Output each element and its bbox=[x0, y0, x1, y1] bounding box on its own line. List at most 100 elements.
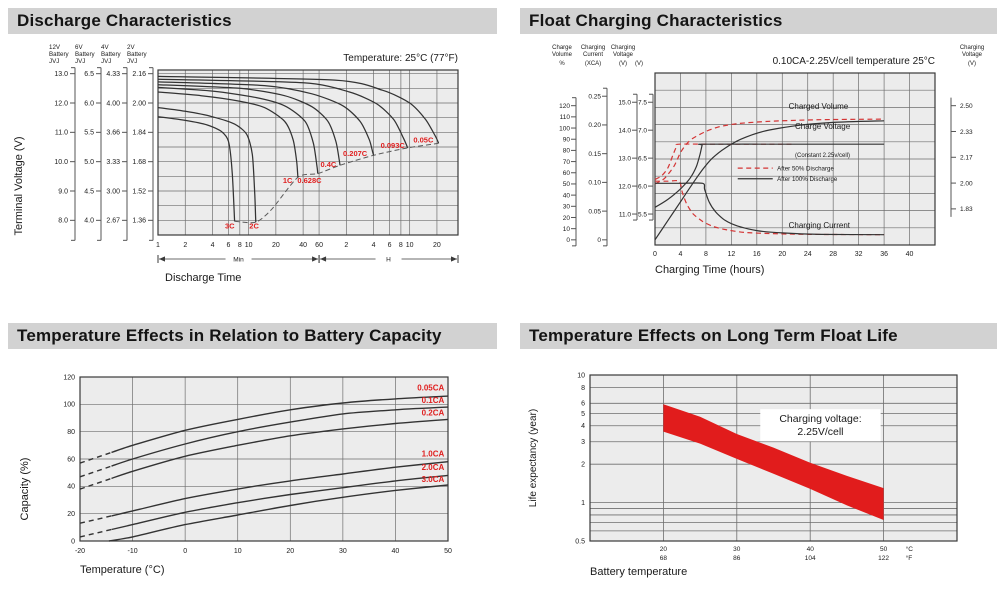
charging-voltage-annotation-line2: 2.25V/cell bbox=[797, 426, 843, 438]
x-tick-label: 20 bbox=[286, 548, 294, 555]
legend-label-50: After 50% Discharge bbox=[777, 165, 834, 172]
curve-label: (Constant 2.25v/cell) bbox=[795, 153, 850, 159]
y-tick-label: 90 bbox=[563, 137, 571, 144]
y-tick-label: 11.0 bbox=[619, 211, 632, 218]
curve-label-0.2CA: 0.2CA bbox=[422, 408, 445, 417]
y-tick-label: 0 bbox=[71, 538, 75, 545]
curve-2.0CA bbox=[111, 474, 449, 531]
x-tick-label: 40 bbox=[299, 242, 307, 249]
curve-label-0.207C: 0.207C bbox=[343, 149, 368, 158]
x-tick-label: 36 bbox=[880, 251, 888, 258]
curve-dashed-0.05CA bbox=[79, 451, 112, 464]
curve-label-1C: 1C bbox=[283, 176, 293, 185]
y-col-header: Voltage bbox=[613, 52, 634, 58]
curve-label-2.0CA: 2.0CA bbox=[422, 463, 445, 472]
curve-3C bbox=[157, 116, 236, 222]
y-tick-label: 1.84 bbox=[132, 130, 146, 137]
y-tick-label: 12.0 bbox=[618, 183, 631, 190]
section-title-temp-capacity: Temperature Effects in Relation to Batte… bbox=[8, 323, 497, 349]
x-tick-label: 8 bbox=[704, 251, 708, 258]
y-tick-label: 60 bbox=[563, 170, 571, 177]
x-tick-label: 30 bbox=[339, 548, 347, 555]
x-tick-label: 1 bbox=[156, 242, 160, 249]
x-tick-label: 32 bbox=[855, 251, 863, 258]
curve-0.093C bbox=[157, 78, 409, 149]
y-tick-label: 0.20 bbox=[588, 122, 601, 129]
y-tick-label: 7.5 bbox=[638, 100, 647, 107]
section-title-discharge: Discharge Characteristics bbox=[8, 8, 497, 34]
unit-label-celsius: °C bbox=[906, 545, 914, 553]
y-col-header: Battery bbox=[101, 51, 122, 58]
x-tick-label: 20 bbox=[433, 242, 441, 249]
x-tick-label: 50 bbox=[444, 548, 452, 555]
curve-label: Charge Voltage bbox=[795, 122, 851, 131]
x-tick-label: 10 bbox=[406, 242, 414, 249]
y-tick-label: 30 bbox=[563, 204, 571, 211]
annotation-box bbox=[760, 409, 881, 442]
y-col-header: JVJ bbox=[75, 58, 85, 65]
y-axis-title: Life expectancy (year) bbox=[528, 409, 539, 507]
y-tick-label: 60 bbox=[67, 456, 75, 463]
y-tick-label: 3.00 bbox=[106, 188, 120, 195]
y-tick-label: 1.36 bbox=[132, 218, 146, 225]
curve-0.628C bbox=[157, 86, 319, 174]
y-tick-label: 15.0 bbox=[618, 100, 631, 107]
y-tick-label: 2 bbox=[581, 462, 585, 469]
panel-float-life: Temperature Effects on Long Term Float L… bbox=[520, 323, 997, 595]
y-tick-label: 14.0 bbox=[618, 127, 631, 134]
y-col-header: JVJ bbox=[49, 58, 59, 65]
x-unit-span-label: H bbox=[386, 256, 391, 263]
x-axis-title: Temperature (°C) bbox=[80, 564, 164, 576]
panel-discharge: Discharge Characteristics 1 2 4 6 8 10 20 40 60 2… bbox=[8, 8, 497, 322]
y-tick-label: 6.5 bbox=[638, 155, 647, 162]
x-unit-span-label: Min bbox=[233, 256, 244, 263]
y-tick-label: 1.68 bbox=[132, 159, 146, 166]
y-col-header: Battery bbox=[49, 51, 70, 58]
x-tick-label: 10 bbox=[245, 242, 253, 249]
plot-area bbox=[158, 70, 458, 235]
chart-temp-capacity: 0 20 40 60 80 100 120 -20 -10 0 10 20 30 40 50 0.05CA 0.… bbox=[19, 374, 452, 576]
y-tick-label: 3.33 bbox=[106, 159, 120, 166]
arrowhead-right-icon bbox=[312, 256, 319, 262]
y-tick-label: 0 bbox=[597, 237, 601, 244]
x-tick-label-f: 86 bbox=[733, 555, 741, 562]
curve-label-2C: 2C bbox=[249, 222, 259, 231]
x-axis-title: Charging Time (hours) bbox=[655, 264, 764, 276]
x-axis-title: Discharge Time bbox=[165, 272, 241, 284]
y-col-unit: (V) bbox=[619, 61, 627, 67]
arrowhead-left-icon bbox=[159, 256, 165, 262]
curve-label-3C: 3C bbox=[225, 222, 235, 231]
y-tick-label: 5.0 bbox=[84, 159, 94, 166]
curve-0.05CA bbox=[111, 395, 449, 454]
y-tick-label: 3 bbox=[581, 439, 585, 446]
y-tick-label: 2.16 bbox=[132, 71, 146, 78]
y-axis-title: Capacity (%) bbox=[19, 458, 31, 521]
x-tick-label: 8 bbox=[399, 242, 403, 249]
y-tick-label: 40 bbox=[563, 192, 571, 199]
y-tick-label: 10.0 bbox=[54, 159, 68, 166]
condition-annotation: 0.10CA-2.25V/cell temperature 25°C bbox=[773, 56, 935, 67]
right-tick-label: 2.00 bbox=[960, 180, 973, 187]
curve-label-0.05CA: 0.05CA bbox=[417, 384, 444, 393]
curve-0.207C bbox=[157, 81, 375, 156]
x-tick-label: 4 bbox=[679, 251, 683, 258]
y-tick-label: 1 bbox=[581, 500, 585, 507]
y-tick-label: 70 bbox=[563, 159, 571, 166]
y-tick-label: 2.67 bbox=[106, 218, 120, 225]
curve-2C bbox=[157, 106, 257, 223]
x-tick-label: 4 bbox=[211, 242, 215, 249]
y-tick-label: 6.5 bbox=[84, 71, 94, 78]
y-tick-label: 4.00 bbox=[106, 100, 120, 107]
y-tick-label: 100 bbox=[559, 125, 570, 132]
y-tick-label: 6 bbox=[581, 401, 585, 408]
y-col-header: Charge bbox=[552, 45, 572, 51]
x-tick-label: 8 bbox=[238, 242, 242, 249]
x-tick-label: 0 bbox=[183, 548, 187, 555]
right-axis-header: Voltage bbox=[962, 52, 983, 58]
curve-1C bbox=[157, 91, 299, 178]
x-tick-label-c: 30 bbox=[733, 546, 741, 553]
y-tick-label: 13.0 bbox=[54, 71, 68, 78]
x-tick-label: 16 bbox=[753, 251, 761, 258]
y-tick-label: 12.0 bbox=[54, 100, 68, 107]
